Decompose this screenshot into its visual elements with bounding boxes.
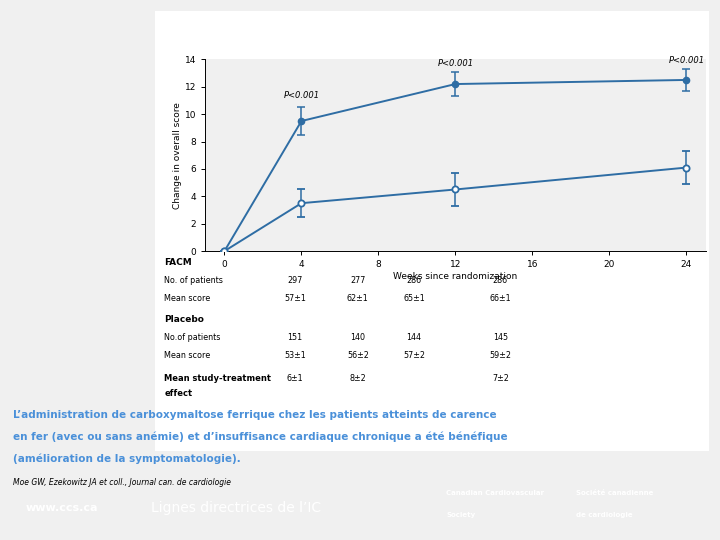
Text: Moe GW, Ezekowitz JA et coll., Journal can. de cardiologie: Moe GW, Ezekowitz JA et coll., Journal c… bbox=[13, 478, 231, 487]
Text: 297: 297 bbox=[287, 276, 303, 285]
Text: 286: 286 bbox=[406, 276, 422, 285]
X-axis label: Weeks since randomization: Weeks since randomization bbox=[393, 272, 518, 281]
Text: de cardiologie: de cardiologie bbox=[576, 512, 633, 518]
Text: P<0.001: P<0.001 bbox=[437, 59, 474, 68]
Text: 7±2: 7±2 bbox=[492, 374, 509, 383]
Text: E: Kanasas City Cardiomyopathy Questionnaire: E: Kanasas City Cardiomyopathy Questionn… bbox=[293, 39, 571, 49]
Text: Canadian Cardiovascular: Canadian Cardiovascular bbox=[446, 490, 544, 496]
Text: 144: 144 bbox=[407, 333, 421, 342]
Text: Lignes directrices de l’IC: Lignes directrices de l’IC bbox=[151, 501, 321, 515]
Text: 145: 145 bbox=[492, 333, 508, 342]
Text: No. of patients: No. of patients bbox=[164, 276, 223, 285]
Text: 8±2: 8±2 bbox=[349, 374, 366, 383]
Y-axis label: Change in overall score: Change in overall score bbox=[173, 102, 182, 208]
Text: 66±1: 66±1 bbox=[490, 294, 511, 303]
Text: Placebo: Placebo bbox=[164, 315, 204, 324]
Text: Mean score: Mean score bbox=[164, 294, 210, 303]
Text: 57±1: 57±1 bbox=[284, 294, 306, 303]
Text: P<0.001: P<0.001 bbox=[284, 91, 320, 100]
Text: 277: 277 bbox=[350, 276, 366, 285]
Text: 286: 286 bbox=[492, 276, 508, 285]
Text: 151: 151 bbox=[287, 333, 303, 342]
Text: P<0.001: P<0.001 bbox=[668, 56, 704, 65]
Text: www.ccs.ca: www.ccs.ca bbox=[25, 503, 98, 512]
Text: 59±2: 59±2 bbox=[490, 351, 511, 360]
Text: 57±2: 57±2 bbox=[403, 351, 425, 360]
Text: 65±1: 65±1 bbox=[403, 294, 425, 303]
Text: Society: Society bbox=[446, 512, 476, 518]
Text: 56±2: 56±2 bbox=[347, 351, 369, 360]
Text: L’administration de carboxymaltose ferrique chez les patients atteints de carenc: L’administration de carboxymaltose ferri… bbox=[13, 410, 497, 421]
Text: Société canadienne: Société canadienne bbox=[576, 490, 653, 496]
Text: Mean score: Mean score bbox=[164, 351, 210, 360]
Text: 6±1: 6±1 bbox=[287, 374, 304, 383]
Text: en fer (avec ou sans anémie) et d’insuffisance cardiaque chronique a été bénéfiq: en fer (avec ou sans anémie) et d’insuff… bbox=[13, 432, 508, 442]
Text: 140: 140 bbox=[351, 333, 365, 342]
Text: (amélioration de la symptomatologie).: (amélioration de la symptomatologie). bbox=[13, 454, 240, 464]
Text: Mean study-treatment: Mean study-treatment bbox=[164, 374, 271, 383]
Text: No.of patients: No.of patients bbox=[164, 333, 220, 342]
Text: 53±1: 53±1 bbox=[284, 351, 306, 360]
Text: 62±1: 62±1 bbox=[347, 294, 369, 303]
Text: effect: effect bbox=[164, 389, 192, 398]
Text: FACM: FACM bbox=[164, 258, 192, 267]
